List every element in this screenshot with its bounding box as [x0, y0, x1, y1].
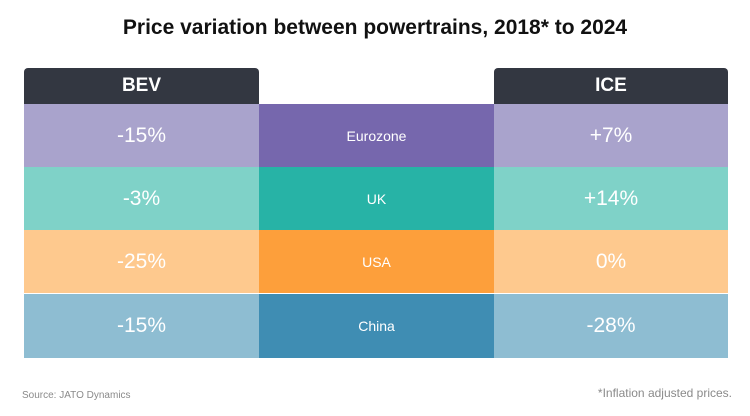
ice-value-usa: 0% — [494, 230, 728, 293]
source-note: Source: JATO Dynamics — [22, 390, 131, 401]
ice-value-eurozone: +7% — [494, 104, 728, 167]
footnote: *Inflation adjusted prices. — [597, 386, 732, 400]
ice-value-china: -28% — [494, 294, 728, 358]
table-row: -3% UK +14% — [24, 167, 728, 230]
region-label-uk: UK — [259, 167, 494, 230]
column-header-bev: BEV — [24, 68, 259, 104]
chart-title: Price variation between powertrains, 201… — [122, 16, 628, 39]
column-header-ice: ICE — [494, 68, 728, 104]
region-label-usa: USA — [259, 230, 494, 293]
table-row: -25% USA 0% — [24, 230, 728, 293]
table-row: -15% Eurozone +7% — [24, 104, 728, 167]
bev-value-eurozone: -15% — [24, 104, 259, 167]
ice-value-uk: +14% — [494, 167, 728, 230]
bev-value-china: -15% — [24, 294, 259, 358]
bev-value-uk: -3% — [24, 167, 259, 230]
bev-value-usa: -25% — [24, 230, 259, 293]
table-row: -15% China -28% — [24, 294, 728, 358]
region-label-eurozone: Eurozone — [259, 104, 494, 167]
region-label-china: China — [259, 294, 494, 358]
